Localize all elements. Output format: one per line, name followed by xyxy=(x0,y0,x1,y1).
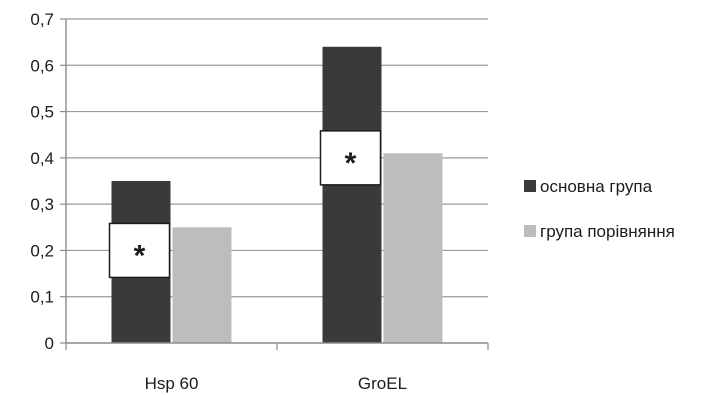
significance-annotations: ** xyxy=(108,130,382,279)
y-tick-label: 0,3 xyxy=(30,195,54,214)
x-category-label: Hsp 60 xyxy=(145,374,199,393)
bar-comparison-group xyxy=(172,227,232,343)
bar-comparison-group xyxy=(383,153,443,343)
legend: основна група група порівняння xyxy=(524,177,675,241)
axes: 0 0,1 0,2 0,3 0,4 0,5 0,6 0,7 Hsp 60 GroEL xyxy=(30,10,489,393)
y-tick-label: 0,6 xyxy=(30,56,54,75)
legend-swatch xyxy=(524,180,536,192)
y-tick-label: 0,2 xyxy=(30,241,54,260)
significance-asterisk: * xyxy=(134,239,146,272)
x-category-label: GroEL xyxy=(358,374,407,393)
y-tick-label: 0,5 xyxy=(30,103,54,122)
y-tick-label: 0,7 xyxy=(30,10,54,29)
legend-label: основна група xyxy=(540,177,653,196)
significance-box xyxy=(319,130,382,186)
legend-swatch xyxy=(524,225,536,237)
bar-main-group xyxy=(322,46,382,344)
y-tick-label: 0 xyxy=(45,334,54,353)
y-tick-label: 0,1 xyxy=(30,288,54,307)
bars xyxy=(111,46,443,344)
y-tick-label: 0,4 xyxy=(30,149,54,168)
significance-box xyxy=(108,222,171,279)
significance-asterisk: * xyxy=(345,147,357,180)
legend-label: група порівняння xyxy=(540,222,675,241)
